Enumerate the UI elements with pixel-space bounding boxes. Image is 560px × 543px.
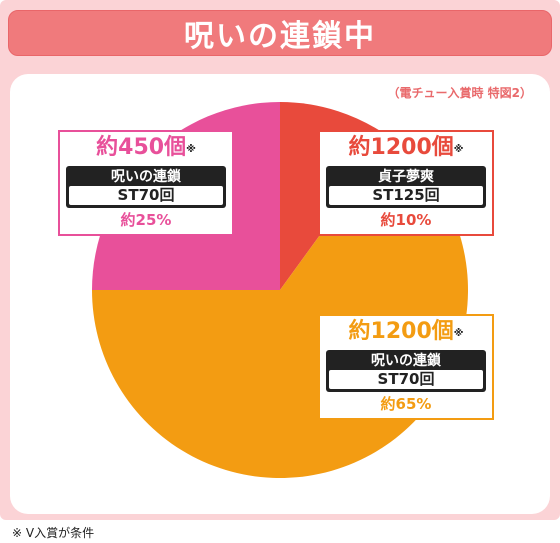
mode-name: 呪いの連鎖 [111, 169, 181, 185]
mode-st: ST70回 [69, 186, 223, 205]
title-bar: 呪いの連鎖中 [8, 10, 552, 56]
footnote: ※ V入賞が条件 [12, 526, 95, 540]
chart-title: 呪いの連鎖中 [184, 19, 376, 54]
mode-box: 呪いの連鎖 ST70回 [66, 166, 226, 208]
condition-note: （電チュー入賞時 特図2） [387, 86, 532, 100]
slice-label-noroi-65: 約1200個※ 呪いの連鎖 ST70回 約65% [318, 314, 494, 420]
slice-label-sadako: 約1200個※ 貞子夢爽 ST125回 約10% [318, 130, 494, 236]
mode-box: 貞子夢爽 ST125回 [326, 166, 486, 208]
slice-percent: 約25% [120, 211, 172, 229]
slice-amount: 約450個※ [96, 135, 196, 160]
mode-st: ST125回 [329, 186, 483, 205]
mode-st: ST70回 [329, 370, 483, 389]
slice-amount: 約1200個※ [348, 319, 464, 344]
slice-percent: 約10% [380, 211, 432, 229]
mode-name: 呪いの連鎖 [371, 353, 441, 369]
slice-label-noroi-25: 約450個※ 呪いの連鎖 ST70回 約25% [58, 130, 234, 236]
mode-box: 呪いの連鎖 ST70回 [326, 350, 486, 392]
slice-percent: 約65% [380, 395, 432, 413]
slice-amount: 約1200個※ [348, 135, 464, 160]
mode-name: 貞子夢爽 [378, 169, 434, 185]
